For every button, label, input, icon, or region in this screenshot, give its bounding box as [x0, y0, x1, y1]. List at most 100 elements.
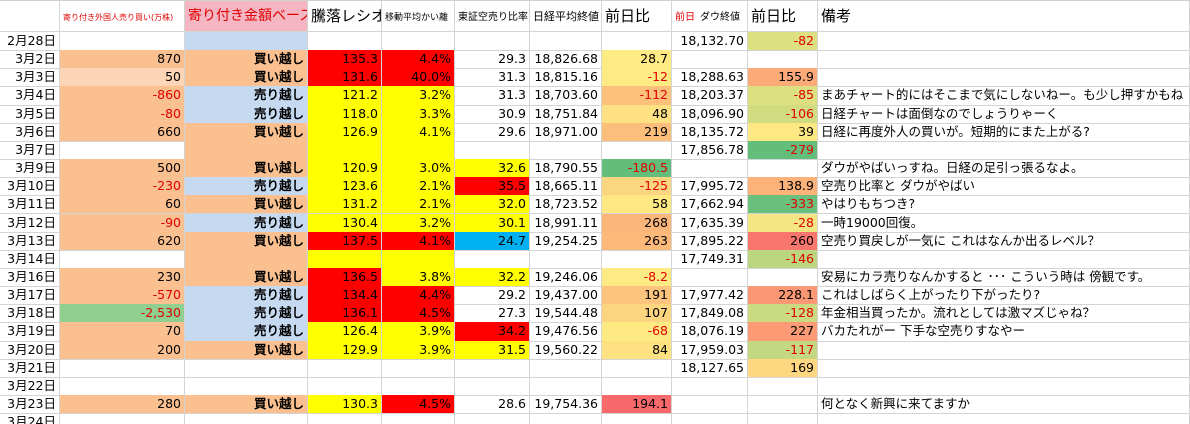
base-net: 買い越し: [185, 159, 308, 179]
note: 年金相当買ったか。流れとしては激マズじゃね？: [818, 304, 1190, 324]
advance-decline-ratio: [308, 376, 382, 396]
dow-change: -333: [748, 195, 818, 215]
dow-change: [748, 376, 818, 396]
nikkei-close: [530, 249, 602, 269]
foreign-net: 50: [60, 68, 185, 88]
advance-decline-ratio: 135.3: [308, 50, 382, 70]
short-ratio: 31.3: [455, 68, 530, 88]
ma-deviation: 4.1%: [382, 231, 455, 251]
dow-change: -85: [748, 86, 818, 106]
dow-change: -279: [748, 140, 818, 161]
nikkei-close: [530, 358, 602, 378]
short-ratio: 34.2: [455, 322, 530, 342]
advance-decline-ratio: [308, 32, 382, 52]
base-net: 売り越し: [185, 177, 308, 197]
foreign-net: [60, 413, 185, 424]
note: 日経チャートは面倒なのでしょうりゃーく: [818, 104, 1190, 124]
base-net: 買い越し: [185, 395, 308, 415]
ma-deviation: [382, 140, 455, 161]
advance-decline-ratio: 126.4: [308, 322, 382, 342]
advance-decline-ratio: [308, 140, 382, 161]
note: [818, 358, 1190, 378]
date: 3月6日: [0, 122, 60, 142]
advance-decline-ratio: 136.5: [308, 267, 382, 288]
date: 3月3日: [0, 68, 60, 88]
nikkei-change: [602, 32, 672, 52]
dow-close: 17,635.39: [672, 213, 748, 233]
base-net: 売り越し: [185, 104, 308, 124]
note: ダウがやばいっすね。日経の足引っ張るなよ。: [818, 159, 1190, 179]
foreign-net: [60, 140, 185, 161]
nikkei-close: 19,254.25: [530, 231, 602, 251]
base-net: 買い越し: [185, 68, 308, 88]
date: 3月2日: [0, 50, 60, 70]
nikkei-close: [530, 32, 602, 52]
nikkei-change: 58: [602, 195, 672, 215]
nikkei-close: 19,476.56: [530, 322, 602, 342]
short-ratio: 29.3: [455, 50, 530, 70]
ma-deviation: 4.5%: [382, 395, 455, 415]
nikkei-close: 18,826.68: [530, 50, 602, 70]
dow-change: [748, 395, 818, 415]
ma-deviation: 3.2%: [382, 86, 455, 106]
foreign-net: 230: [60, 267, 185, 288]
short-ratio: 31.3: [455, 86, 530, 106]
dow-change: [748, 267, 818, 288]
short-ratio: 32.6: [455, 159, 530, 179]
date: 3月10日: [0, 177, 60, 197]
header-cell: [0, 1, 60, 32]
dow-close: 17,849.08: [672, 304, 748, 324]
dow-close: 17,856.78: [672, 140, 748, 161]
foreign-net: 500: [60, 159, 185, 179]
note: 空売り比率と ダウがやばい: [818, 177, 1190, 197]
date: 3月24日: [0, 413, 60, 424]
base-net: 買い越し: [185, 122, 308, 142]
advance-decline-ratio: 130.4: [308, 213, 382, 233]
base-net: [185, 358, 308, 378]
short-ratio: 31.5: [455, 340, 530, 360]
note: 一時19000回復。: [818, 213, 1190, 233]
header-text: 寄り付き金額ベース: [188, 8, 308, 24]
short-ratio: 28.6: [455, 395, 530, 415]
dow-change: -106: [748, 104, 818, 124]
nikkei-change: -125: [602, 177, 672, 197]
ma-deviation: 40.0%: [382, 68, 455, 88]
note: [818, 68, 1190, 88]
dow-change: 138.9: [748, 177, 818, 197]
advance-decline-ratio: 121.2: [308, 86, 382, 106]
header-cell: 騰落レシオ: [308, 1, 382, 32]
dow-change: 39: [748, 122, 818, 142]
foreign-net: 60: [60, 195, 185, 215]
nikkei-change: 48: [602, 104, 672, 124]
dow-close: [672, 395, 748, 415]
date: 3月5日: [0, 104, 60, 124]
header-cell: 寄り付き金額ベース: [185, 1, 308, 32]
short-ratio: 29.6: [455, 122, 530, 142]
short-ratio: [455, 249, 530, 269]
ma-deviation: 2.1%: [382, 177, 455, 197]
dow-close: 18,203.37: [672, 86, 748, 106]
dow-change: 260: [748, 231, 818, 251]
header-cell: 備考: [818, 1, 1190, 32]
advance-decline-ratio: 130.3: [308, 395, 382, 415]
short-ratio: 32.2: [455, 267, 530, 288]
note: [818, 32, 1190, 52]
nikkei-close: 18,991.11: [530, 213, 602, 233]
dow-close: [672, 50, 748, 70]
nikkei-close: 18,971.00: [530, 122, 602, 142]
advance-decline-ratio: 136.1: [308, 304, 382, 324]
date: 3月4日: [0, 86, 60, 106]
note: 何となく新興に来てますか: [818, 395, 1190, 415]
foreign-net: [60, 358, 185, 378]
ma-deviation: [382, 32, 455, 52]
date: 3月9日: [0, 159, 60, 179]
ma-deviation: 3.0%: [382, 159, 455, 179]
note: これはしばらく上がったり下がったり?: [818, 286, 1190, 306]
foreign-net: -80: [60, 104, 185, 124]
date: 3月11日: [0, 195, 60, 215]
note: [818, 413, 1190, 424]
nikkei-change: 219: [602, 122, 672, 142]
foreign-net: 660: [60, 122, 185, 142]
nikkei-close: 18,790.55: [530, 159, 602, 179]
short-ratio: 24.7: [455, 231, 530, 251]
